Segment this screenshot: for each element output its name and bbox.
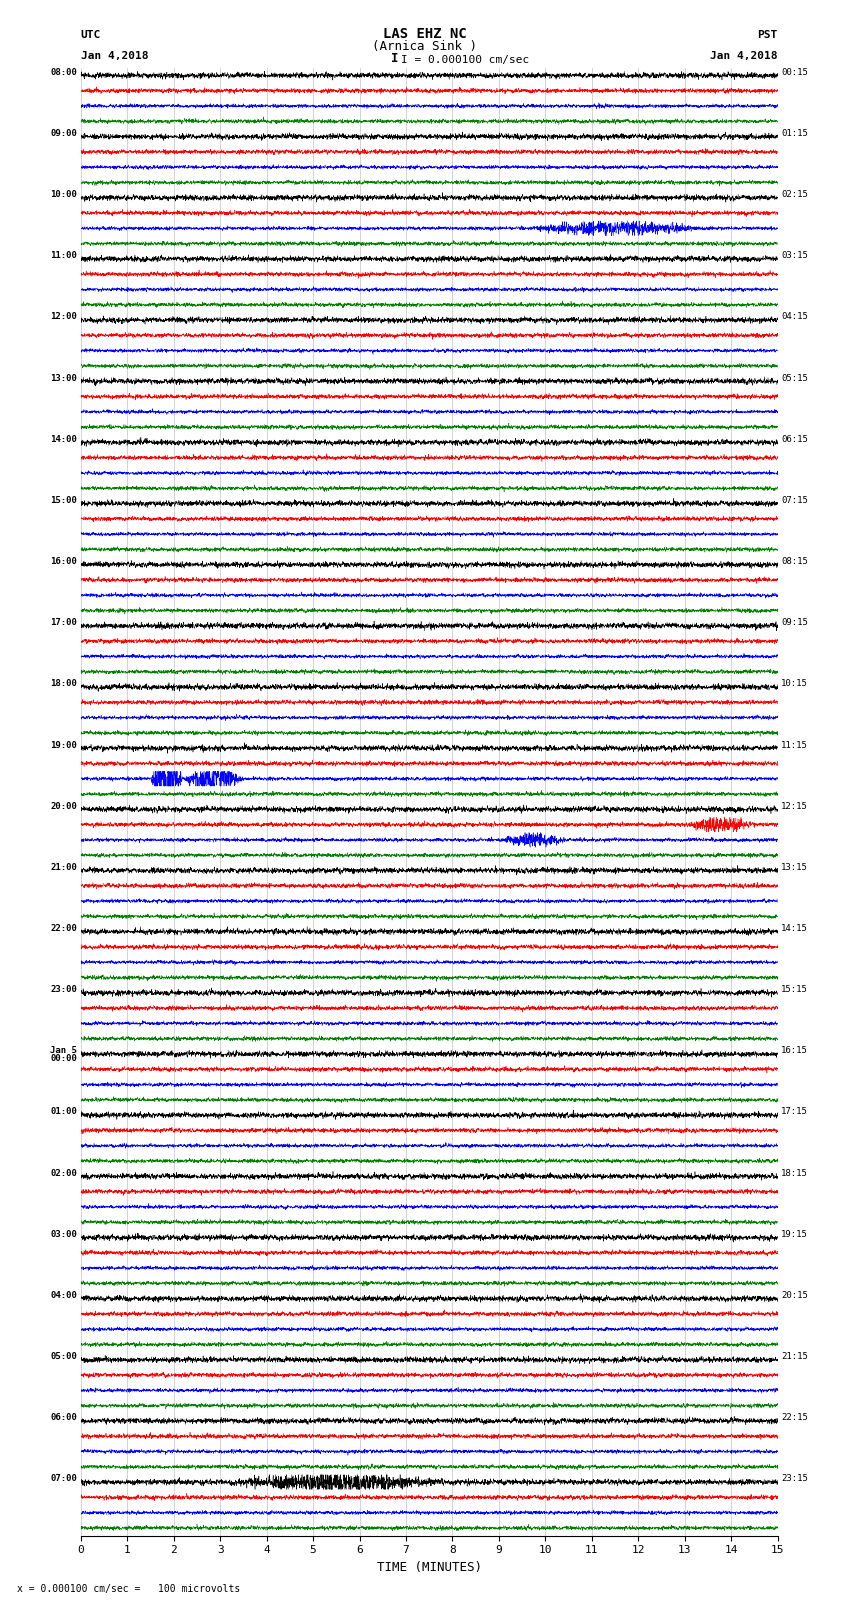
Text: 17:15: 17:15 — [781, 1108, 808, 1116]
Text: 01:00: 01:00 — [50, 1108, 77, 1116]
Text: 10:15: 10:15 — [781, 679, 808, 689]
Text: 03:15: 03:15 — [781, 252, 808, 260]
Text: 23:15: 23:15 — [781, 1474, 808, 1484]
Text: Jan 5: Jan 5 — [50, 1047, 77, 1055]
Text: 20:15: 20:15 — [781, 1290, 808, 1300]
Text: 21:15: 21:15 — [781, 1352, 808, 1361]
Text: I: I — [392, 52, 399, 65]
Text: 11:15: 11:15 — [781, 740, 808, 750]
Text: 06:00: 06:00 — [50, 1413, 77, 1423]
Text: 16:15: 16:15 — [781, 1047, 808, 1055]
Text: 21:00: 21:00 — [50, 863, 77, 871]
Text: 00:15: 00:15 — [781, 68, 808, 77]
Text: 09:00: 09:00 — [50, 129, 77, 137]
Text: 02:00: 02:00 — [50, 1168, 77, 1177]
Text: 04:15: 04:15 — [781, 313, 808, 321]
Text: UTC: UTC — [81, 31, 101, 40]
Text: 04:00: 04:00 — [50, 1290, 77, 1300]
Text: 03:00: 03:00 — [50, 1229, 77, 1239]
Text: 02:15: 02:15 — [781, 190, 808, 198]
Text: 11:00: 11:00 — [50, 252, 77, 260]
Text: 12:00: 12:00 — [50, 313, 77, 321]
Text: 18:15: 18:15 — [781, 1168, 808, 1177]
Text: 10:00: 10:00 — [50, 190, 77, 198]
Text: 17:00: 17:00 — [50, 618, 77, 627]
Text: 09:15: 09:15 — [781, 618, 808, 627]
Text: 13:00: 13:00 — [50, 374, 77, 382]
Text: 18:00: 18:00 — [50, 679, 77, 689]
Text: Jan 4,2018: Jan 4,2018 — [711, 52, 778, 61]
Text: Jan 4,2018: Jan 4,2018 — [81, 52, 148, 61]
Text: 05:00: 05:00 — [50, 1352, 77, 1361]
Text: 19:15: 19:15 — [781, 1229, 808, 1239]
Text: 19:00: 19:00 — [50, 740, 77, 750]
Text: 22:15: 22:15 — [781, 1413, 808, 1423]
Text: (Arnica Sink ): (Arnica Sink ) — [372, 40, 478, 53]
X-axis label: TIME (MINUTES): TIME (MINUTES) — [377, 1561, 482, 1574]
Text: LAS EHZ NC: LAS EHZ NC — [383, 27, 467, 40]
Text: 06:15: 06:15 — [781, 436, 808, 444]
Text: 01:15: 01:15 — [781, 129, 808, 137]
Text: 08:15: 08:15 — [781, 556, 808, 566]
Text: 15:00: 15:00 — [50, 495, 77, 505]
Text: 05:15: 05:15 — [781, 374, 808, 382]
Text: x = 0.000100 cm/sec =   100 microvolts: x = 0.000100 cm/sec = 100 microvolts — [17, 1584, 241, 1594]
Text: 07:15: 07:15 — [781, 495, 808, 505]
Text: 14:00: 14:00 — [50, 436, 77, 444]
Text: 00:00: 00:00 — [50, 1055, 77, 1063]
Text: 13:15: 13:15 — [781, 863, 808, 871]
Text: PST: PST — [757, 31, 778, 40]
Text: 07:00: 07:00 — [50, 1474, 77, 1484]
Text: 20:00: 20:00 — [50, 802, 77, 811]
Text: 14:15: 14:15 — [781, 924, 808, 932]
Text: I = 0.000100 cm/sec: I = 0.000100 cm/sec — [401, 55, 530, 65]
Text: 08:00: 08:00 — [50, 68, 77, 77]
Text: 15:15: 15:15 — [781, 986, 808, 994]
Text: 22:00: 22:00 — [50, 924, 77, 932]
Text: 12:15: 12:15 — [781, 802, 808, 811]
Text: 16:00: 16:00 — [50, 556, 77, 566]
Text: 23:00: 23:00 — [50, 986, 77, 994]
